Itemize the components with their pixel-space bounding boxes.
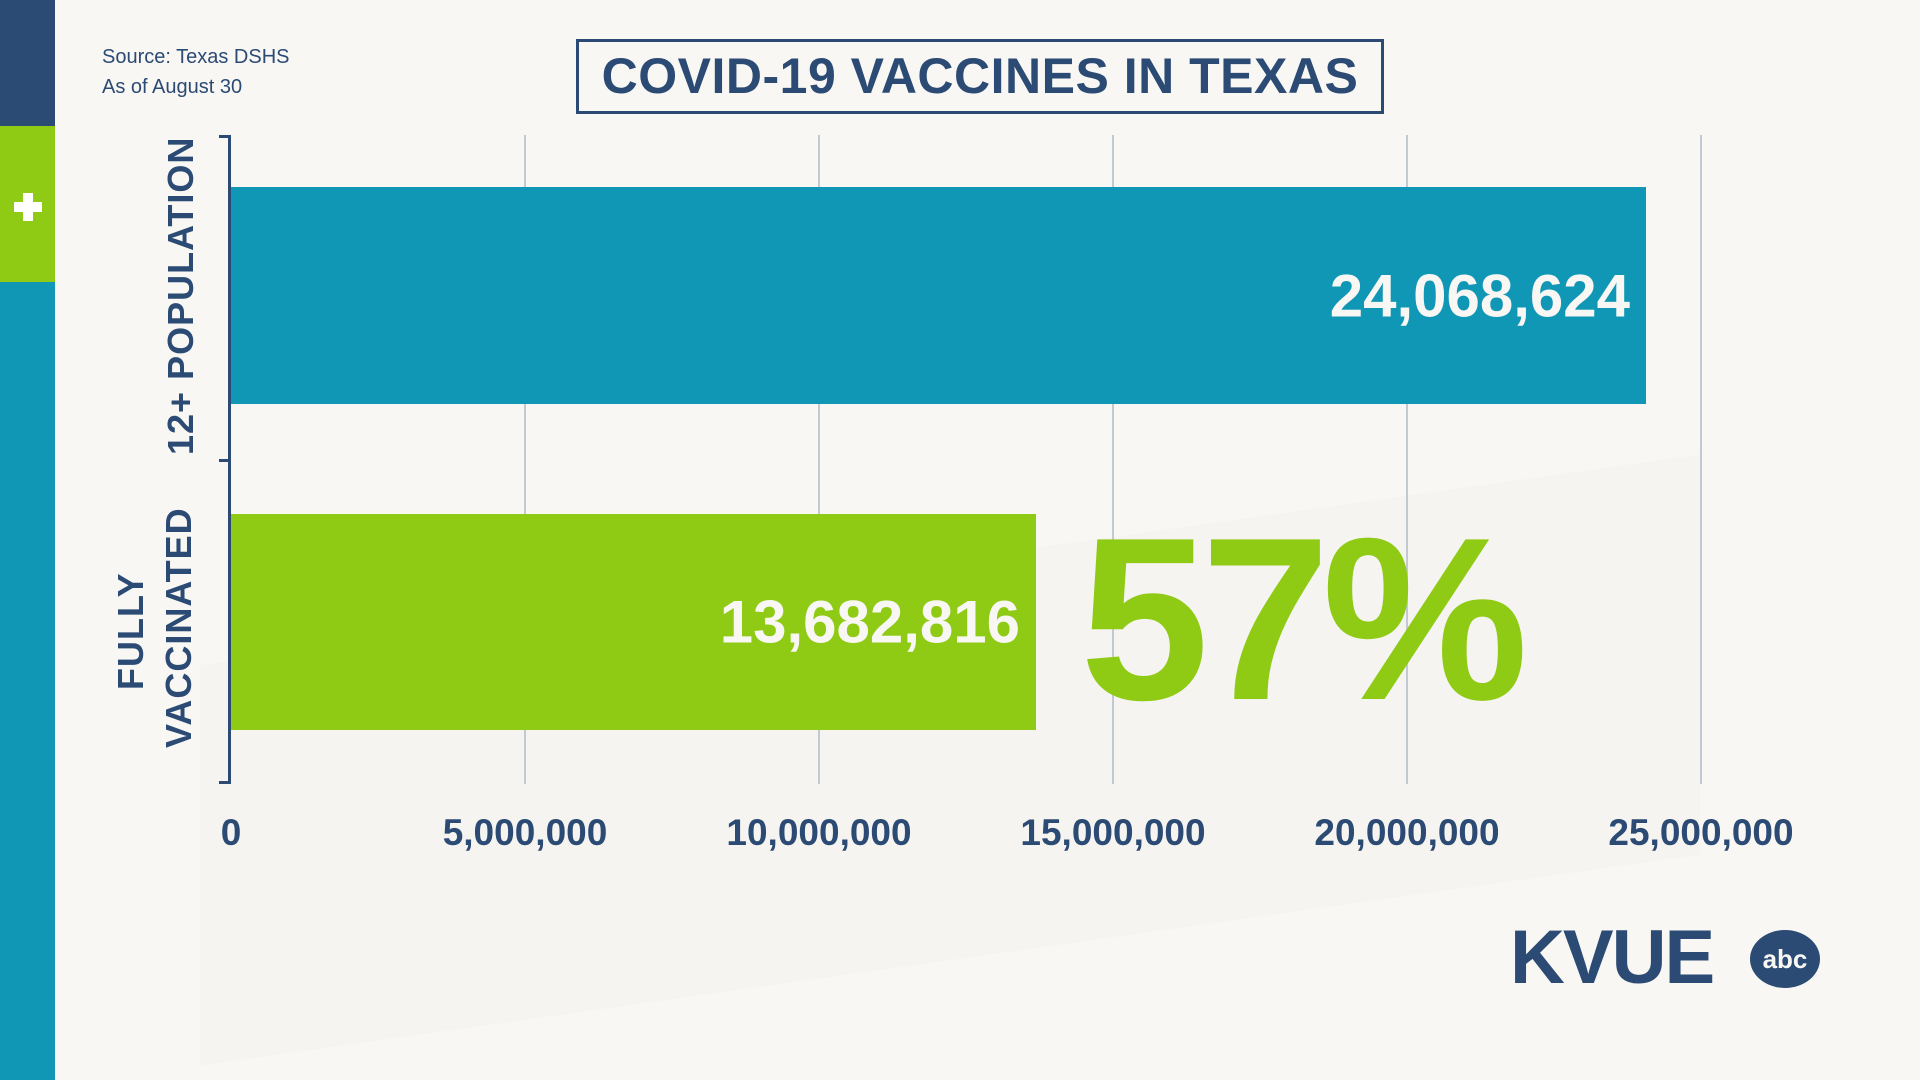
x-tick-label: 10,000,000 bbox=[726, 812, 912, 853]
gridline bbox=[524, 135, 526, 784]
x-tick-label: 20,000,000 bbox=[1314, 812, 1500, 853]
gridline bbox=[1700, 135, 1702, 784]
abc-logo-icon: abc bbox=[1750, 930, 1820, 988]
axis-tick bbox=[219, 781, 230, 784]
as-of-date: As of August 30 bbox=[102, 76, 243, 98]
category-label-vaccinated-line2: VACCINATED bbox=[158, 507, 199, 748]
axis-tick bbox=[219, 135, 230, 138]
category-label-vaccinated-line1: FULLY bbox=[110, 572, 151, 690]
percent-highlight: 57% bbox=[1080, 490, 1528, 749]
plus-cross-icon bbox=[14, 193, 42, 221]
gridline bbox=[1112, 135, 1114, 784]
side-strip-teal bbox=[0, 282, 55, 1080]
bar-fully-vaccinated: 13,682,816 bbox=[231, 514, 1036, 730]
category-label-population: 12+ POPULATION bbox=[160, 136, 201, 455]
x-tick-label: 15,000,000 bbox=[1020, 812, 1206, 853]
axis-tick bbox=[219, 459, 230, 462]
bar-population: 24,068,624 bbox=[231, 187, 1646, 404]
bar-value-population: 24,068,624 bbox=[1329, 262, 1630, 329]
bar-value-vaccinated: 13,682,816 bbox=[719, 588, 1020, 656]
x-tick-label: 5,000,000 bbox=[442, 812, 608, 853]
source-note: Source: Texas DSHS As of August 30 bbox=[102, 42, 290, 102]
source-text: Source: Texas DSHS bbox=[102, 46, 290, 68]
x-tick-label: 0 bbox=[220, 812, 242, 853]
chart-title: COVID-19 VACCINES IN TEXAS bbox=[576, 39, 1384, 114]
gridline bbox=[1406, 135, 1408, 784]
gridline bbox=[818, 135, 820, 784]
kvue-logo: KVUE bbox=[1510, 915, 1715, 1000]
side-strip-navy bbox=[0, 0, 55, 126]
x-tick-label: 25,000,000 bbox=[1608, 812, 1794, 853]
